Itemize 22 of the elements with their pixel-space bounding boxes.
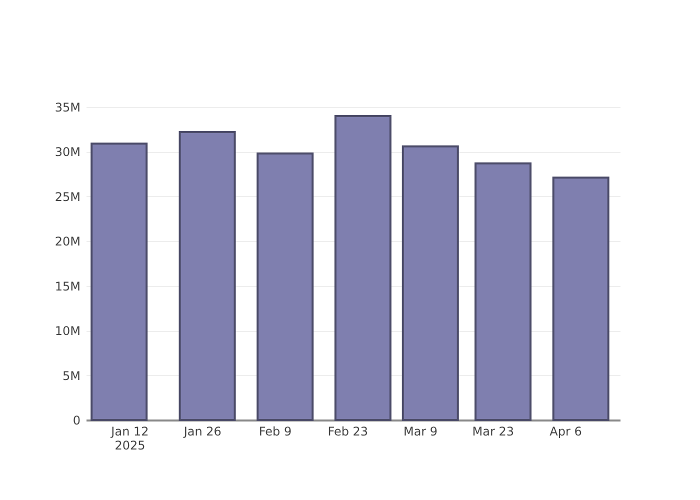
y-tick-label: 15M: [54, 279, 80, 294]
bar: [256, 152, 314, 421]
y-tick-label: 25M: [54, 190, 80, 204]
x-tick-label: Mar 9: [403, 424, 438, 438]
y-tick-label: 5M: [62, 368, 80, 383]
bar: [552, 176, 610, 421]
bar: [402, 145, 459, 421]
bar: [90, 142, 148, 421]
y-tick-label: 0: [72, 414, 80, 428]
y-tick-label: 20M: [54, 234, 80, 249]
y-tick-label: 10M: [54, 324, 80, 338]
bar: [334, 114, 392, 421]
bar: [474, 162, 532, 421]
x-tick-label: Jan 26: [182, 424, 222, 438]
bar: [178, 131, 236, 421]
x-tick-label: Feb 23: [328, 424, 368, 438]
x-tick-label: Mar 23: [472, 424, 514, 438]
x-tick-label: Jan 12 2025: [110, 424, 149, 452]
y-tick-label: 30M: [54, 145, 80, 160]
x-tick-label: Apr 6: [550, 424, 582, 438]
y-tick-label: 35M: [54, 100, 80, 114]
x-tick-label: Feb 9: [258, 424, 292, 438]
